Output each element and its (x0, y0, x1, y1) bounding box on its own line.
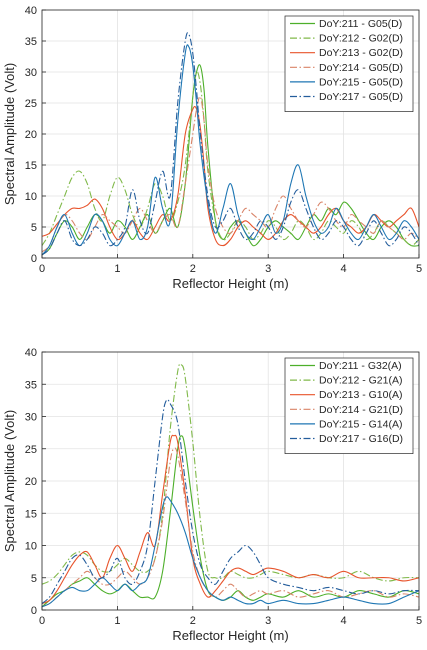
series-line (42, 447, 419, 608)
x-tick-label: 1 (114, 263, 120, 275)
y-tick-label: 40 (25, 347, 37, 359)
y-tick-label: 5 (31, 573, 37, 585)
y-tick-label: 20 (25, 129, 37, 141)
series-line (42, 71, 419, 247)
x-tick-label: 3 (265, 263, 271, 275)
series-line (42, 435, 419, 608)
x-tick-label: 5 (416, 615, 422, 627)
series-line (42, 64, 419, 256)
legend-box (284, 357, 414, 454)
legend-entry: DoY:212 - G21(A) (319, 375, 402, 387)
y-tick-label: 0 (31, 605, 37, 617)
chart-top: 0 1 2 3 4 5 0 5 10 15 20 25 30 35 40 Reflector Height (… (2, 5, 422, 291)
series-line (42, 496, 419, 608)
legend-entry: DoY:215 - G05(D) (319, 76, 403, 88)
legend-entry: DoY:215 - G14(A) (319, 418, 402, 430)
chart-bottom: 0 1 2 3 4 5 0 5 10 15 20 25 30 35 40 Reflector Height (… (2, 347, 422, 643)
y-tick-label: 15 (25, 508, 37, 520)
x-tick-label: 2 (190, 615, 196, 627)
legend-entry: DoY:214 - G21(D) (319, 404, 403, 416)
legend-entry: DoY:213 - G02(D) (319, 47, 403, 59)
legend-entry: DoY:212 - G02(D) (319, 33, 403, 45)
y-tick-label: 25 (25, 444, 37, 456)
x-tick-label: 0 (39, 263, 45, 275)
x-axis-label: Reflector Height (m) (172, 628, 288, 643)
legend-entry: DoY:217 - G05(D) (319, 91, 403, 103)
y-tick-label: 20 (25, 476, 37, 488)
y-tick-label: 15 (25, 160, 37, 172)
x-axis-label: Reflector Height (m) (172, 276, 288, 291)
legend-entry: DoY:213 - G10(A) (319, 389, 402, 401)
legend-box (284, 15, 414, 112)
x-tick-label: 4 (341, 615, 347, 627)
y-tick-label: 35 (25, 36, 37, 48)
y-tick-label: 25 (25, 98, 37, 110)
x-tick-label: 0 (39, 615, 45, 627)
series-line (42, 398, 419, 604)
series-line (42, 105, 419, 247)
y-tick-label: 30 (25, 67, 37, 79)
x-tick-label: 3 (265, 615, 271, 627)
x-tick-label: 2 (190, 263, 196, 275)
series-line (42, 44, 419, 256)
series-line (42, 95, 419, 253)
y-tick-label: 0 (31, 253, 37, 265)
legend-entry: DoY:211 - G05(D) (319, 18, 402, 30)
y-tick-label: 5 (31, 222, 37, 234)
y-tick-label: 40 (25, 5, 37, 17)
y-tick-label: 35 (25, 379, 37, 391)
y-tick-label: 10 (25, 191, 37, 203)
legend-entry: DoY:211 - G32(A) (319, 360, 402, 372)
x-tick-label: 1 (114, 615, 120, 627)
series-group (42, 363, 419, 608)
y-tick-label: 10 (25, 541, 37, 553)
y-axis-label: Spectral Amplitude (Volt) (2, 410, 17, 552)
x-tick-label: 4 (341, 263, 347, 275)
legend-entry: DoY:217 - G16(D) (319, 433, 403, 445)
y-axis-label: Spectral Amplitude (Volt) (2, 63, 17, 205)
series-group (42, 32, 419, 256)
series-line (42, 32, 419, 256)
y-tick-label: 30 (25, 412, 37, 424)
legend-entry: DoY:214 - G05(D) (319, 62, 403, 74)
x-tick-label: 5 (416, 263, 422, 275)
